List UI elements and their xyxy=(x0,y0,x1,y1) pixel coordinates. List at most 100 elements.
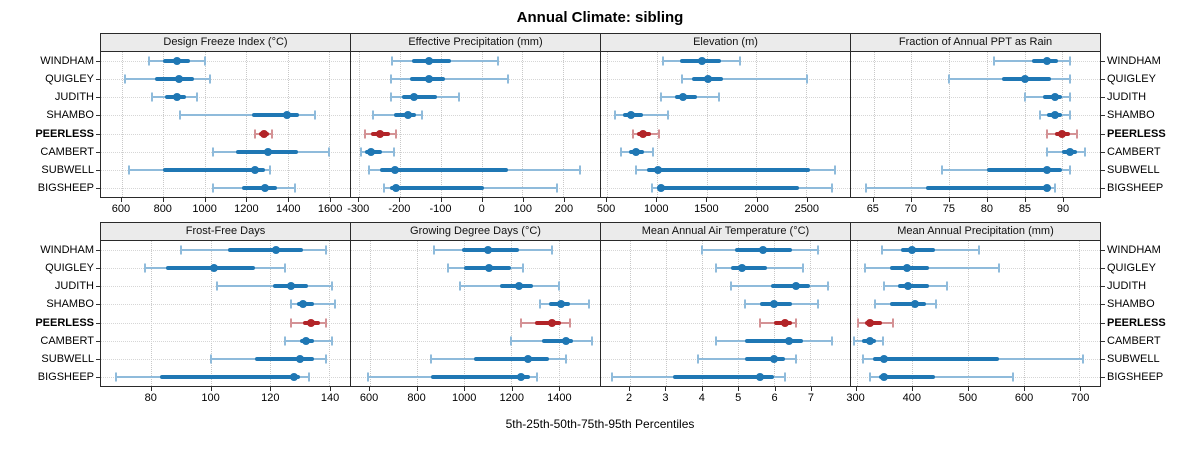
cap-95th xyxy=(325,354,328,364)
axis-strip: -300 -200 -100 0 100 200 xyxy=(347,198,601,222)
interval-25th-75th xyxy=(389,185,484,190)
gridline-horizontal xyxy=(351,151,600,153)
panel-row xyxy=(601,179,850,197)
panel-row xyxy=(351,125,600,143)
panel-grid: WINDHAM QUIGLEY JUDITH SHAMBO PEERLESS CAMBER… xyxy=(0,33,1200,411)
cap-95th xyxy=(834,165,837,175)
row-label: CAMBERT xyxy=(1101,143,1197,161)
median-dot xyxy=(172,93,181,102)
interval-5th-95th xyxy=(681,78,808,81)
gridline-vertical xyxy=(774,241,776,386)
panel-strip-title: Design Freeze Index (°C) xyxy=(101,34,350,52)
axis-tick xyxy=(563,198,565,202)
gridline-horizontal xyxy=(351,322,600,324)
gridline-vertical xyxy=(1024,52,1026,197)
axis-tick-label: 2 xyxy=(626,392,633,404)
interval-25th-75th xyxy=(646,167,811,172)
cap-95th xyxy=(802,263,805,273)
median-dot xyxy=(286,282,295,291)
interval-25th-75th xyxy=(986,167,1063,172)
panel-row xyxy=(101,161,350,179)
row-label: JUDITH xyxy=(0,88,100,106)
chart-title: Annual Climate: sibling xyxy=(516,9,684,26)
row-label: QUIGLEY xyxy=(0,70,100,88)
axis-tick xyxy=(986,198,988,202)
median-dot xyxy=(561,336,570,345)
axis-tick-label: 800 xyxy=(407,392,426,404)
cap-5th xyxy=(701,245,704,255)
row-label: SUBWELL xyxy=(1101,161,1197,179)
panel-row xyxy=(351,314,600,332)
cap-95th xyxy=(271,129,274,139)
median-dot xyxy=(784,336,793,345)
panel-row xyxy=(851,179,1100,197)
median-dot xyxy=(424,57,433,66)
panel-row xyxy=(351,277,600,295)
panel: Fraction of Annual PPT as Rain 65 70 75 80 85… xyxy=(850,33,1101,222)
panel-row xyxy=(851,295,1100,313)
cap-5th xyxy=(993,56,996,66)
row-labels-right: WINDHAM QUIGLEY JUDITH SHAMBO PEERLESS CAMBER… xyxy=(1101,33,1197,197)
gridline-horizontal xyxy=(851,151,1100,153)
median-dot xyxy=(770,300,779,309)
row-label: BIGSHEEP xyxy=(1101,179,1197,197)
cap-5th xyxy=(634,165,637,175)
cap-5th xyxy=(863,263,866,273)
median-dot xyxy=(307,318,316,327)
axis-tick xyxy=(629,387,631,391)
interval-25th-75th xyxy=(745,356,786,361)
median-dot xyxy=(638,129,647,138)
gridline-horizontal xyxy=(851,286,1100,288)
cap-5th xyxy=(150,92,153,102)
gridline-vertical xyxy=(873,52,875,197)
panel: Frost-Free Days 80 100 120 140 xyxy=(100,222,351,411)
interval-25th-75th xyxy=(770,284,811,289)
axis-tick-label: 600 xyxy=(1014,392,1034,404)
panel-strip-title: Mean Annual Air Temperature (°C) xyxy=(601,223,850,241)
median-dot xyxy=(524,354,532,363)
cap-5th xyxy=(631,129,634,139)
axis-tick xyxy=(1062,198,1064,202)
median-dot xyxy=(656,183,665,192)
cap-95th xyxy=(196,92,199,102)
median-dot xyxy=(755,372,764,381)
cap-95th xyxy=(1082,354,1085,364)
cap-95th xyxy=(945,281,948,291)
median-dot xyxy=(483,246,492,255)
median-dot xyxy=(904,282,913,291)
gridline-horizontal xyxy=(601,151,850,153)
gridline-vertical xyxy=(558,241,560,386)
axis-tick xyxy=(330,198,332,202)
panel-row xyxy=(101,241,350,259)
row-label: JUDITH xyxy=(0,277,100,295)
panel: Mean Annual Air Temperature (°C) 2 3 4 5 6 7 xyxy=(600,222,851,411)
median-dot xyxy=(770,354,779,363)
axis-tick xyxy=(288,198,290,202)
median-dot xyxy=(908,246,917,255)
interval-25th-75th xyxy=(154,77,195,82)
cap-5th xyxy=(680,74,683,84)
axis-tick xyxy=(706,198,708,202)
row-label: JUDITH xyxy=(1101,88,1197,106)
panel-row xyxy=(601,143,850,161)
gridline-horizontal xyxy=(601,115,850,117)
interval-25th-75th xyxy=(873,356,999,361)
median-dot xyxy=(557,300,566,309)
axis-tick-label: 0 xyxy=(478,203,485,215)
axis-tick-label: 400 xyxy=(902,392,921,404)
cap-95th xyxy=(816,299,819,309)
row-label: SHAMBO xyxy=(1101,295,1197,313)
median-dot xyxy=(174,75,183,84)
cap-95th xyxy=(588,299,591,309)
axis-tick xyxy=(701,387,703,391)
median-dot xyxy=(376,129,385,138)
gridline-vertical xyxy=(563,52,565,197)
axis-tick xyxy=(806,198,808,202)
cap-5th xyxy=(366,372,369,382)
cap-5th xyxy=(432,245,435,255)
gridline-horizontal xyxy=(851,304,1100,306)
gridline-vertical xyxy=(702,241,704,386)
gridline-vertical xyxy=(522,52,524,197)
cap-5th xyxy=(382,183,385,193)
panel-row xyxy=(101,106,350,124)
